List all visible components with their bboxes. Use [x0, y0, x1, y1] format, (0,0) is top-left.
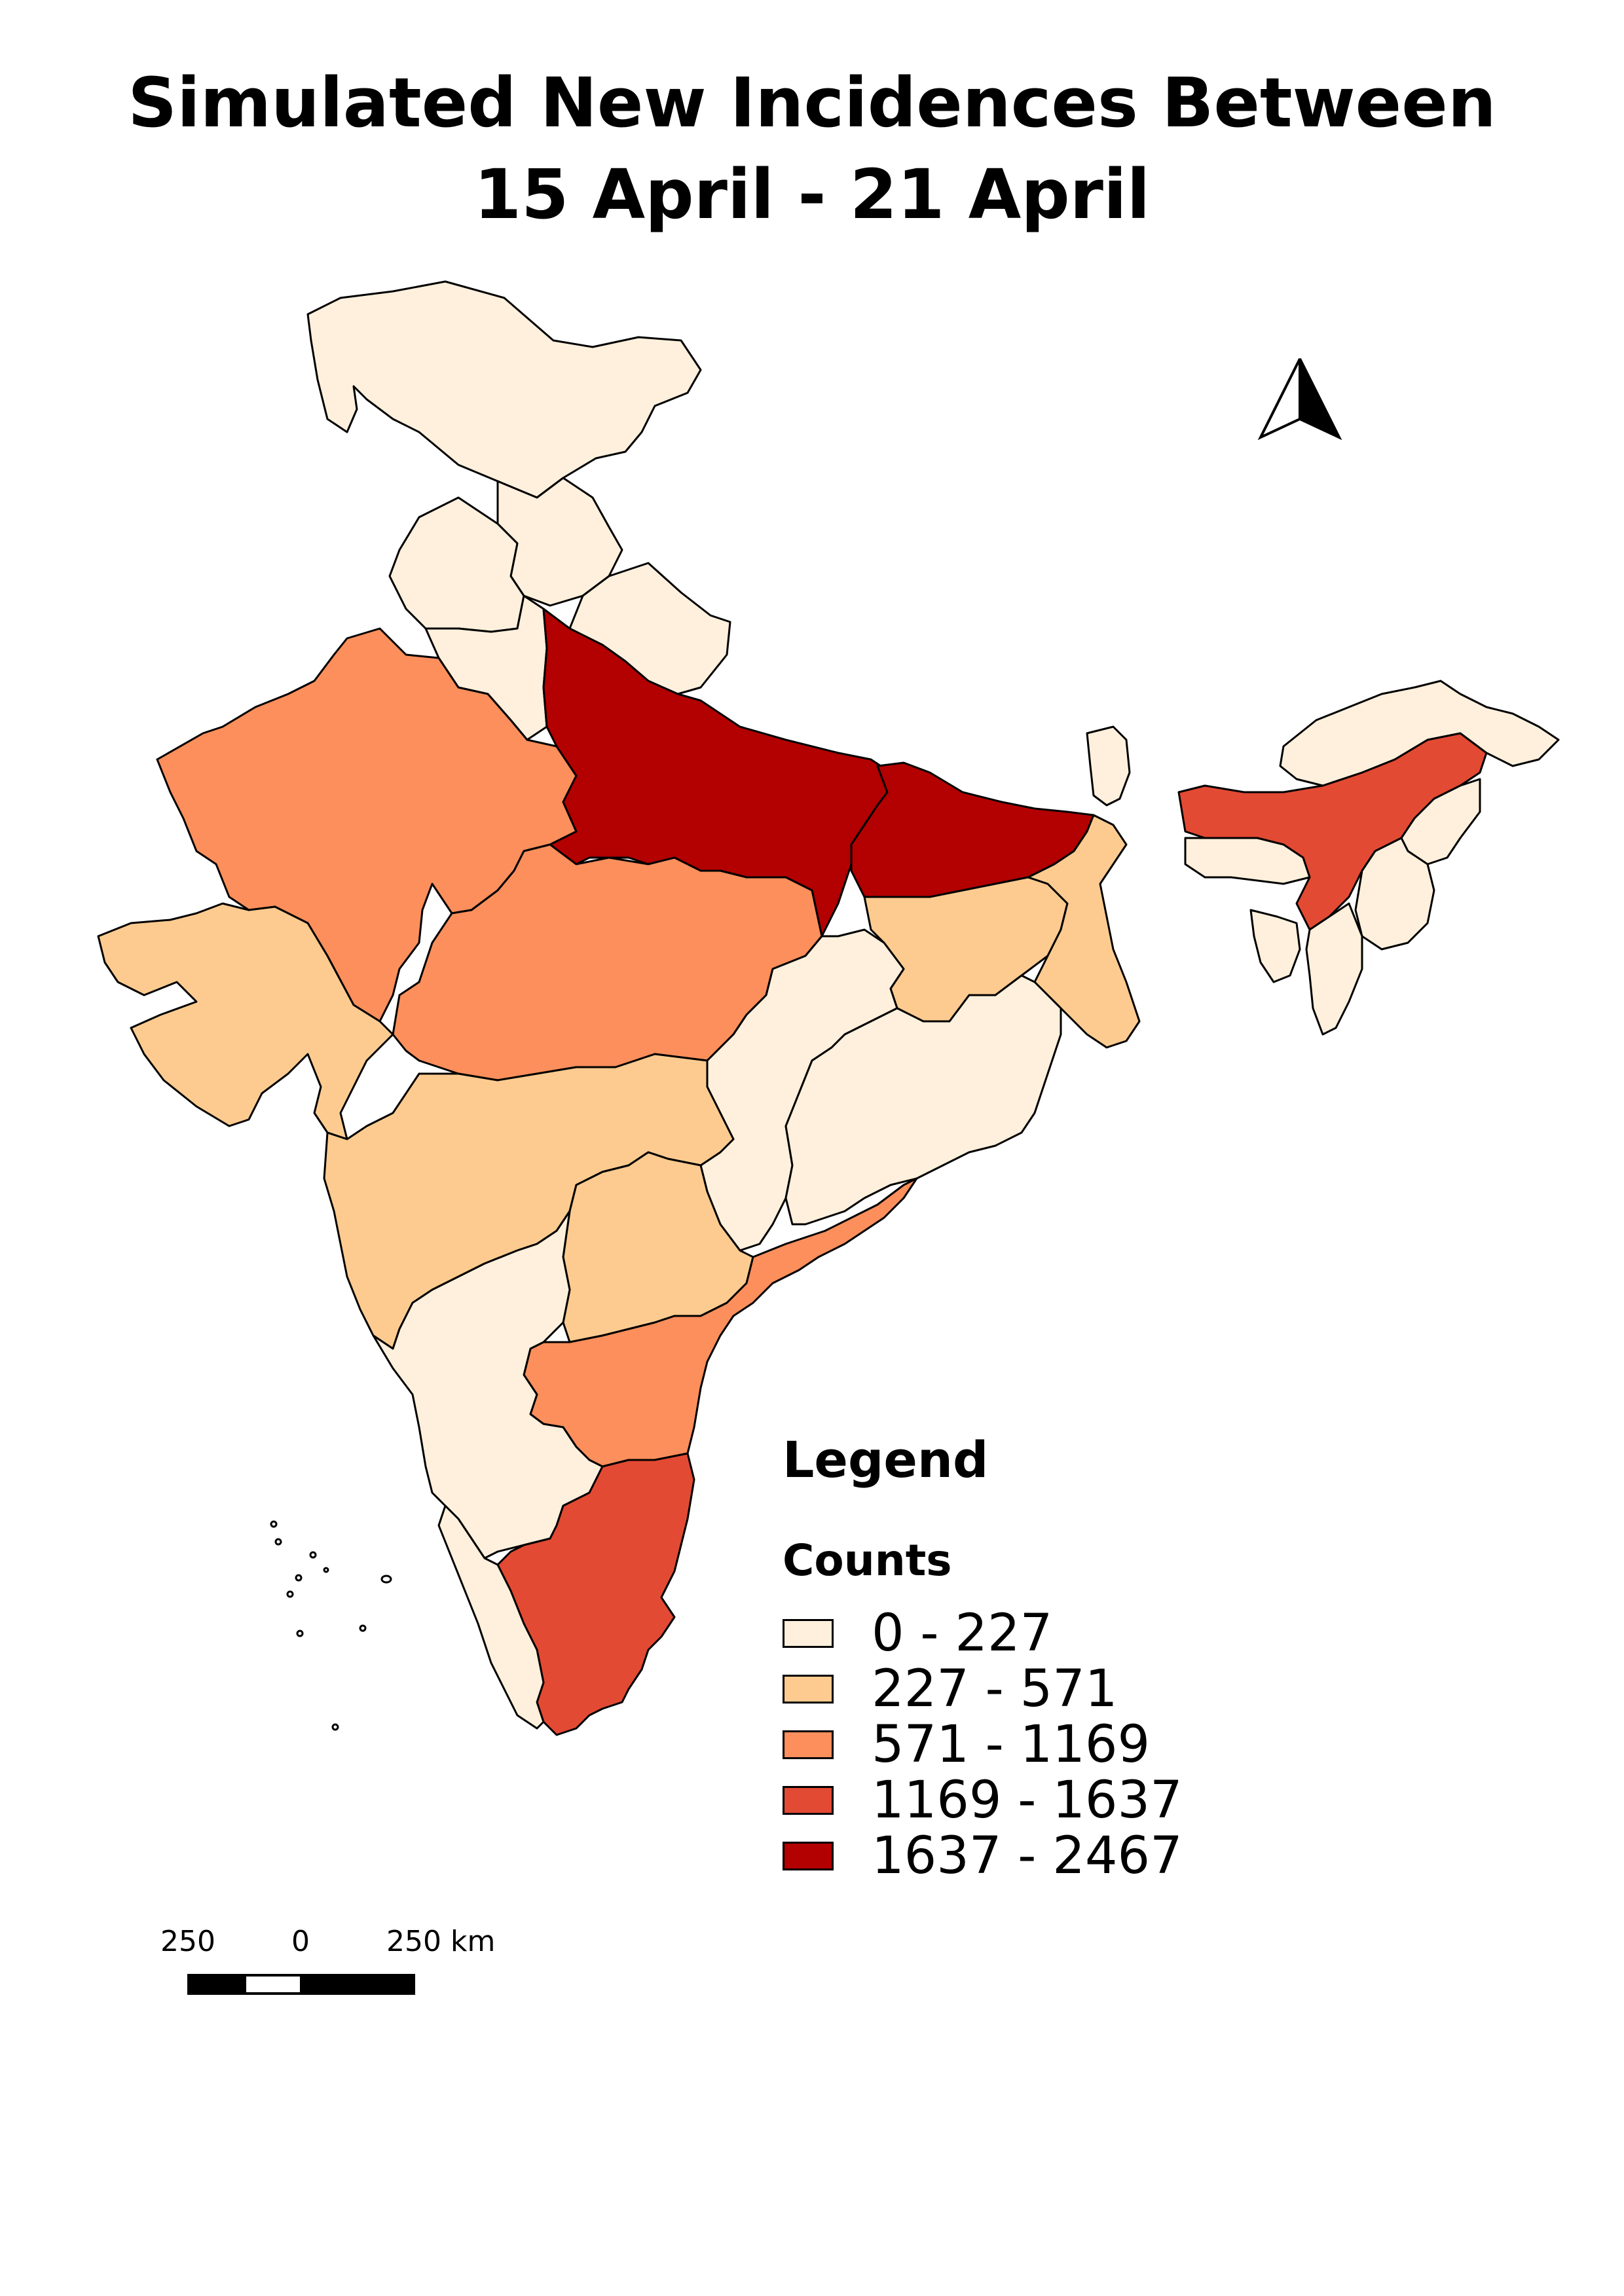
- scale-bar-segment: [187, 1974, 246, 1995]
- legend-swatch: [783, 1730, 834, 1759]
- legend-item: 1637 - 2467: [783, 1827, 1183, 1886]
- region-west-bengal: [1027, 814, 1141, 1049]
- legend-title: Legend: [783, 1430, 989, 1489]
- scale-bar-label-zero: 0: [291, 1925, 310, 1958]
- region-gujarat: [97, 902, 394, 1140]
- legend-item: 571 - 1169: [783, 1715, 1150, 1774]
- legend-subtitle: Counts: [783, 1535, 952, 1586]
- region-rajasthan: [156, 627, 578, 1023]
- map-title-line-2: 15 April - 21 April: [473, 155, 1151, 234]
- legend-label: 227 - 571: [872, 1660, 1118, 1719]
- region-arunachal-pradesh: [1279, 680, 1560, 787]
- legend-label: 1169 - 1637: [872, 1771, 1183, 1830]
- legend-swatch: [783, 1786, 834, 1815]
- map-title-line-1: Simulated New Incidences Between: [128, 63, 1496, 143]
- legend-swatch: [783, 1619, 834, 1648]
- region-tamil-nadu: [496, 1452, 695, 1736]
- scale-bar-label-right: 250 km: [386, 1925, 496, 1958]
- region-nagaland: [1400, 778, 1481, 866]
- region-mizoram: [1305, 902, 1363, 1036]
- region-kerala: [437, 1504, 545, 1730]
- legend-item: 0 - 227: [783, 1604, 1052, 1663]
- region-sikkim: [1086, 725, 1131, 807]
- islands: [270, 1520, 392, 1731]
- region-jammu-and-kashmir: [306, 280, 702, 499]
- legend-label: 1637 - 2467: [872, 1827, 1183, 1886]
- legend-label: 571 - 1169: [872, 1715, 1151, 1774]
- north-arrow-icon: [1257, 358, 1342, 441]
- scale-bar-segment: [300, 1974, 415, 1995]
- scale-bar-label-left: 250: [160, 1925, 215, 1958]
- legend-swatch: [783, 1842, 834, 1870]
- legend-item: 227 - 571: [783, 1660, 1118, 1719]
- legend-label: 0 - 227: [872, 1604, 1053, 1663]
- legend-item: 1169 - 1637: [783, 1771, 1183, 1830]
- region-tripura: [1249, 909, 1301, 983]
- region-meghalaya: [1184, 837, 1311, 885]
- region-manipur: [1354, 837, 1435, 951]
- legend-swatch: [783, 1675, 834, 1704]
- region-odisha: [784, 974, 1062, 1226]
- scale-bar-segment: [244, 1974, 303, 1995]
